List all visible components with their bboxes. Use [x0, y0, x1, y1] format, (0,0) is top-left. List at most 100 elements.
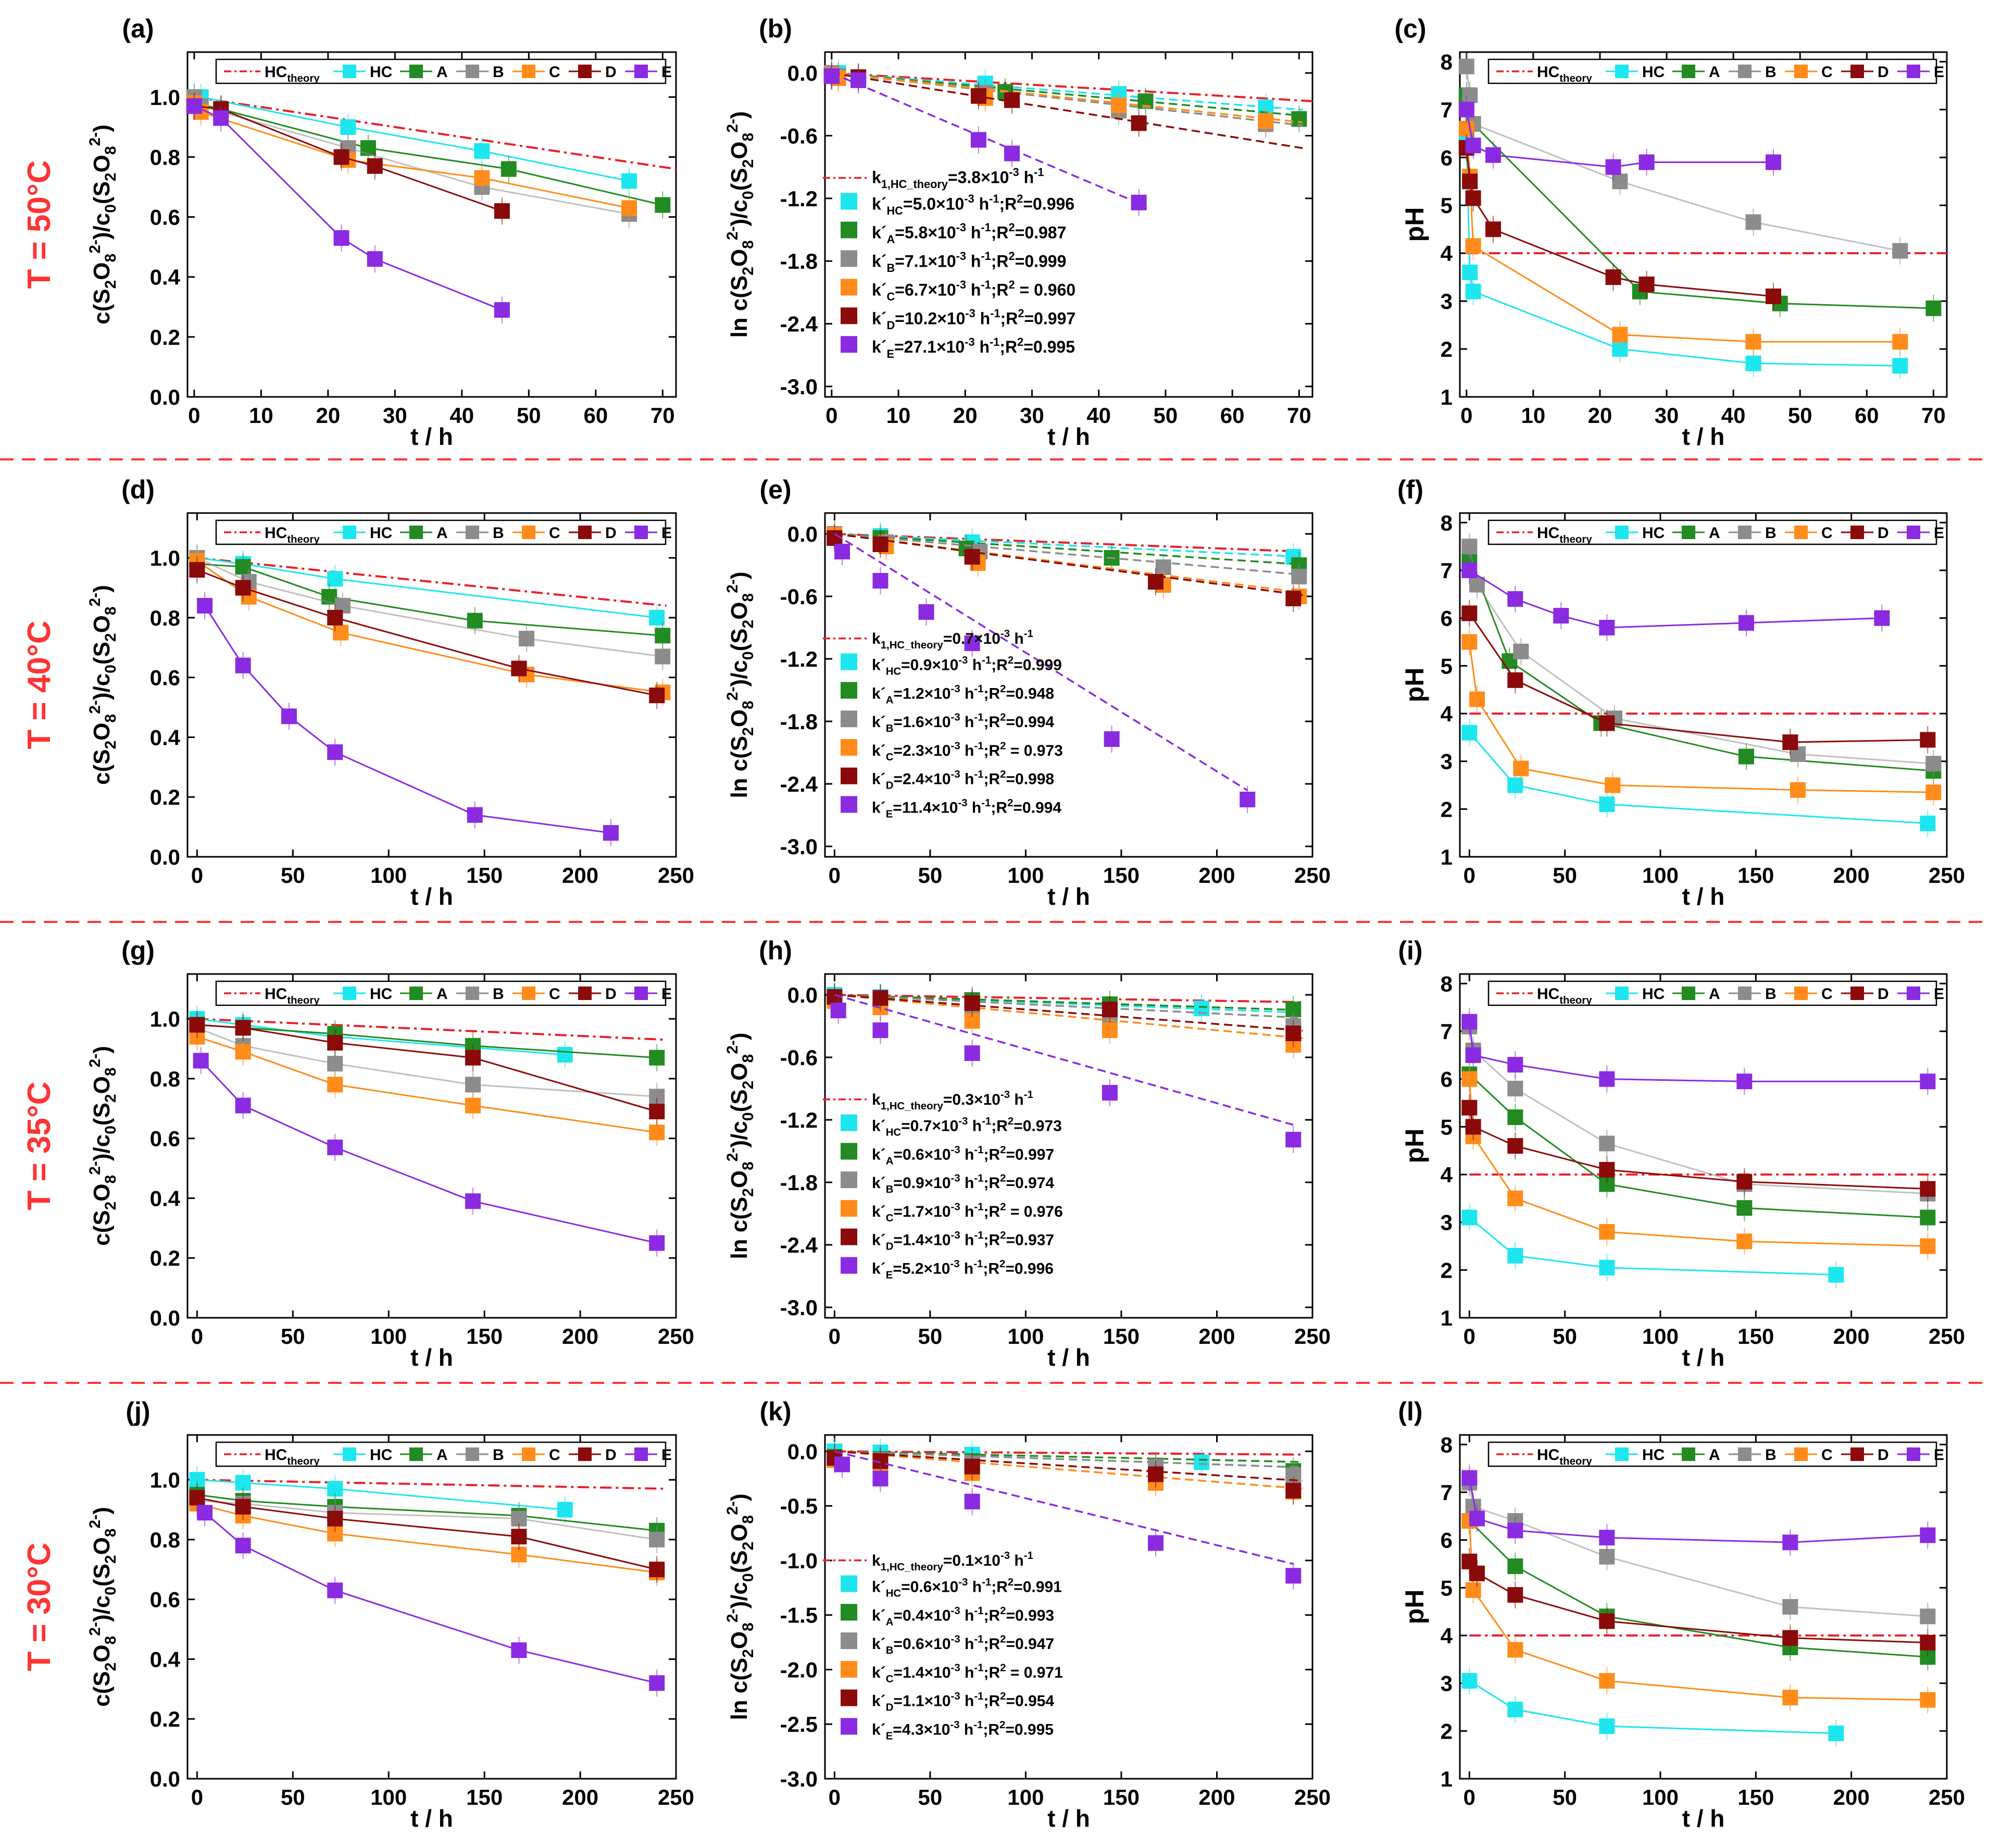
y-tick-label: 5: [1441, 1576, 1453, 1600]
x-axis-label: t / h: [410, 883, 453, 910]
x-tick-label: 0: [1460, 403, 1472, 428]
y-tick-label: -0.6: [780, 123, 818, 148]
data-point-C: [1782, 1690, 1798, 1706]
y-tick-label: 0.0: [150, 1306, 180, 1330]
legend-marker: [634, 1447, 648, 1461]
plot-frame: [824, 512, 1314, 858]
x-tick-label: 100: [1007, 1785, 1044, 1809]
y-tick-label: 5: [1441, 1115, 1453, 1139]
fit-line-C: [831, 72, 1303, 123]
legend-label: k1,HC_theory=0.1×10-3 h-1: [872, 1550, 1033, 1573]
y-tick-label: 0.6: [150, 1127, 180, 1151]
theory-line: [194, 96, 677, 170]
data-point-HC: [1507, 1702, 1523, 1718]
data-point-E: [367, 251, 383, 267]
series-line-HC: [197, 1479, 565, 1510]
y-axis-label: ln c(S2O82-)/c0(S2O82-): [724, 571, 757, 798]
legend-label: D: [605, 1446, 617, 1464]
data-point-E: [1599, 1530, 1615, 1546]
legend-marker: [841, 1143, 857, 1160]
x-tick-label: 70: [1921, 403, 1946, 428]
y-tick-label: 0.4: [150, 265, 181, 290]
legend-label: k1,HC_theory=0.7×10-3 h-1: [872, 628, 1033, 651]
x-tick-label: 30: [383, 403, 407, 428]
x-tick-label: 50: [1553, 863, 1577, 888]
x-tick-label: 0: [1463, 863, 1475, 888]
data-point-E: [1458, 102, 1474, 118]
plot-frame: [186, 973, 677, 1319]
legend-marker: [841, 1632, 857, 1650]
legend-marker: [841, 1228, 857, 1245]
data-point-B: [1291, 569, 1307, 584]
plot-frame: [824, 973, 1314, 1319]
legend-label: HC: [1642, 64, 1665, 81]
data-point-C: [327, 1077, 343, 1093]
panel-label: (d): [121, 475, 155, 504]
legend-marker: [841, 1604, 857, 1621]
x-tick-label: 200: [1198, 1324, 1235, 1348]
legend-label: HC: [370, 1446, 392, 1464]
data-point-C: [1920, 1692, 1936, 1708]
data-point-E: [970, 132, 986, 148]
data-point-D: [1285, 1026, 1302, 1041]
panel-k: (k) 0 50 100 150 200 250 -3.0 -2.5 -2.0 -1.5 -1.0 -0…: [724, 1397, 1331, 1832]
data-point-B: [1507, 1081, 1523, 1096]
legend-label: D: [1878, 525, 1889, 542]
data-point-E: [494, 302, 510, 318]
x-tick-label: 60: [1855, 403, 1879, 428]
legend-label: HCtheory: [1537, 525, 1592, 545]
data-point-A: [1507, 1558, 1523, 1575]
plot-frame: [824, 1434, 1314, 1780]
y-tick-label: -1.2: [780, 647, 818, 671]
data-point-E: [1004, 145, 1020, 161]
data-point-E: [511, 1642, 527, 1658]
x-tick-label: 10: [249, 403, 273, 428]
data-point-E: [1920, 1527, 1936, 1543]
data-point-E: [1553, 608, 1569, 624]
data-point-E: [213, 110, 229, 126]
legend-marker: [841, 767, 857, 784]
legend-label: HC: [370, 525, 392, 542]
x-tick-label: 100: [1642, 863, 1679, 888]
data-point-D: [1920, 1181, 1936, 1197]
data-point-E: [235, 1538, 251, 1554]
data-point-D: [189, 1017, 205, 1033]
data-point-D: [1599, 1613, 1615, 1629]
x-tick-label: 30: [1020, 403, 1044, 428]
x-tick-label: 50: [281, 863, 305, 888]
series-line-HC: [197, 557, 657, 619]
data-point-HC: [327, 571, 343, 587]
data-point-B: [1599, 1549, 1615, 1565]
data-point-E: [1507, 1057, 1523, 1073]
legend-label: A: [1709, 1446, 1720, 1464]
data-point-D: [1920, 1634, 1936, 1651]
x-tick-label: 150: [1103, 1785, 1140, 1809]
panel-label: (e): [759, 475, 791, 504]
fit-line-B: [834, 994, 1303, 1019]
y-tick-label: 1.0: [150, 1007, 180, 1031]
data-point-D: [1461, 605, 1478, 621]
x-tick-label: 250: [658, 1785, 694, 1809]
data-point-C: [1745, 334, 1761, 350]
x-tick-label: 200: [1198, 1785, 1235, 1809]
data-point-C: [1458, 121, 1474, 137]
legend-marker: [522, 526, 535, 539]
x-tick-label: 100: [1007, 863, 1044, 888]
data-point-HC: [1599, 796, 1615, 813]
y-axis-label: pH: [1400, 1590, 1429, 1625]
data-point-D: [1638, 276, 1655, 292]
x-tick-label: 0: [188, 403, 200, 428]
legend-label: E: [1934, 1446, 1944, 1464]
data-point-E: [1507, 1522, 1523, 1539]
y-tick-label: 2: [1441, 1719, 1453, 1743]
data-point-E: [1605, 159, 1621, 175]
data-point-D: [235, 1499, 251, 1515]
data-point-D: [1465, 190, 1481, 206]
legend-label: A: [436, 985, 448, 1003]
data-point-E: [235, 1097, 251, 1114]
legend-marker: [578, 987, 592, 1000]
panel-h: (h) 0 50 100 150 200 250 -3.0 -2.4 -1.8 -1.2 -0.6 0.…: [724, 936, 1331, 1371]
data-point-D: [970, 88, 986, 104]
data-point-B: [1458, 58, 1474, 74]
fit-line-D: [834, 1450, 1303, 1482]
